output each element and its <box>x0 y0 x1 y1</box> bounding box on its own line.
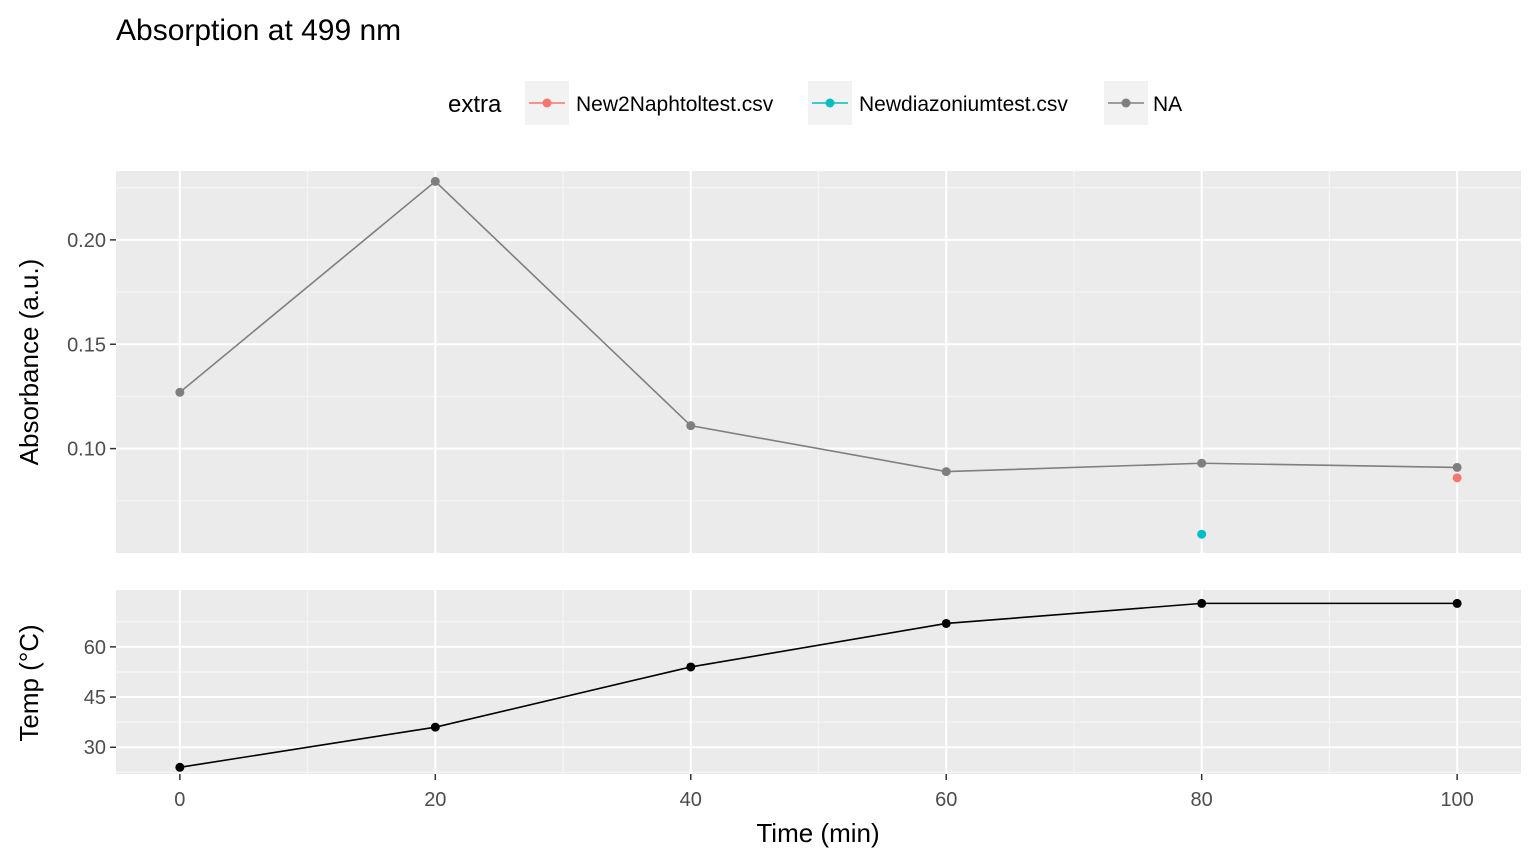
legend-label: NA <box>1153 93 1182 116</box>
data-point <box>1197 598 1207 608</box>
legend: extra New2Naphtoltest.csv Newdiazoniumtes… <box>448 81 1182 125</box>
x-tick-label: 100 <box>1440 789 1473 811</box>
series-newdiazoniumtest-csv <box>1197 529 1207 539</box>
data-point <box>430 722 440 732</box>
legend-key-point <box>825 98 835 108</box>
panel-temperature: 30 45 60 <box>84 590 1521 774</box>
data-point <box>1197 458 1207 468</box>
series-line <box>179 602 1458 769</box>
series-new2naphtoltest-csv <box>1452 473 1462 483</box>
data-point <box>1452 473 1462 483</box>
legend-entry: Newdiazoniumtest.csv <box>808 81 1068 125</box>
x-tick-label: 20 <box>424 789 446 811</box>
panel-absorbance: 0.10 0.15 0.20 <box>67 171 1521 553</box>
data-point <box>941 618 951 628</box>
data-point <box>1452 462 1462 472</box>
y-tick-label: 0.10 <box>67 439 106 461</box>
data-point <box>430 176 440 186</box>
y-axis-title-absorbance: Absorbance (a.u.) <box>14 259 44 466</box>
x-axis: 0 20 40 60 80 100 <box>174 774 1474 811</box>
legend-key-point <box>542 98 552 108</box>
legend-entry: NA <box>1104 81 1182 125</box>
data-point <box>1452 598 1462 608</box>
data-point <box>1197 529 1207 539</box>
legend-entry: New2Naphtoltest.csv <box>525 81 774 125</box>
data-point <box>686 421 696 431</box>
legend-title: extra <box>448 91 502 118</box>
legend-label: New2Naphtoltest.csv <box>576 93 774 116</box>
x-axis-title: Time (min) <box>756 818 879 848</box>
data-point <box>941 467 951 477</box>
data-point <box>175 387 185 397</box>
y-tick-label: 0.20 <box>67 230 106 252</box>
series-na <box>175 176 1462 477</box>
y-tick-label: 45 <box>84 687 106 709</box>
y-tick-label: 60 <box>84 637 106 659</box>
x-tick-label: 0 <box>174 789 185 811</box>
x-tick-label: 80 <box>1191 789 1213 811</box>
legend-key-point <box>1121 98 1131 108</box>
series-temperature <box>175 598 1462 772</box>
chart-title: Absorption at 499 nm <box>116 14 401 47</box>
y-axis-title-temperature: Temp (°C) <box>14 624 44 741</box>
data-point <box>175 762 185 772</box>
x-tick-label: 40 <box>680 789 702 811</box>
legend-label: Newdiazoniumtest.csv <box>859 93 1068 116</box>
y-tick-label: 30 <box>84 737 106 759</box>
y-tick-label: 0.15 <box>67 334 106 356</box>
data-point <box>686 662 696 672</box>
x-tick-label: 60 <box>935 789 957 811</box>
series-line <box>179 180 1458 473</box>
